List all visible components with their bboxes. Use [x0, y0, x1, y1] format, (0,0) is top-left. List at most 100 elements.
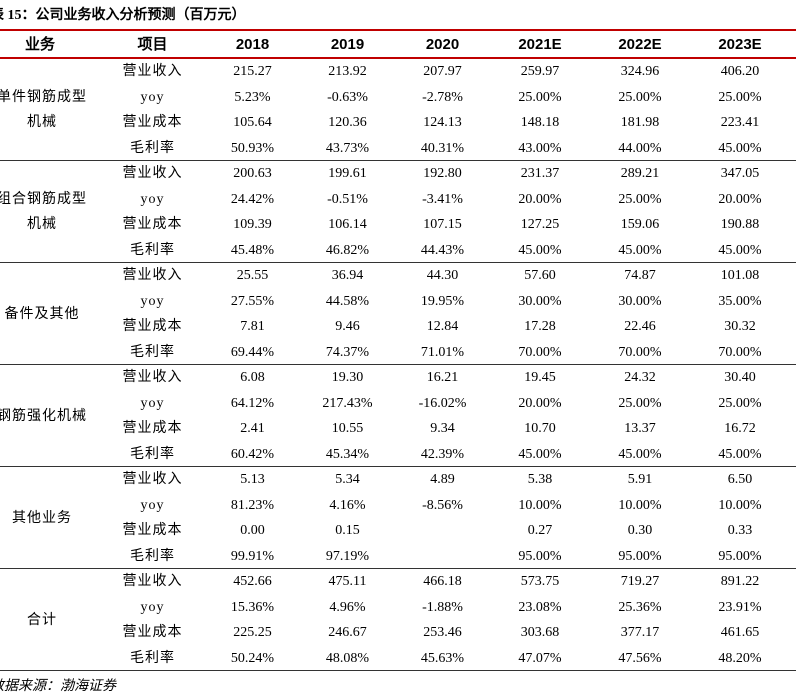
value-cell: 246.67 [328, 625, 367, 640]
value-cell: 74.87 [624, 268, 656, 283]
value-cell: 95.00% [718, 548, 762, 564]
value-cell: 48.20% [718, 650, 762, 666]
value-cell: -0.63% [327, 89, 368, 105]
value-cell: -3.41% [422, 191, 463, 207]
value-cell: 23.91% [718, 599, 762, 615]
row-label: yoy [140, 191, 165, 207]
value-cell: 452.66 [233, 574, 272, 589]
value-cell: 25.00% [718, 89, 762, 105]
value-cell: 99.91% [230, 548, 275, 564]
group-rule [0, 364, 796, 366]
row-label: 毛利率 [130, 650, 175, 666]
value-cell: 44.00% [618, 140, 662, 156]
value-cell: 10.00% [718, 497, 762, 513]
value-cell: 20.00% [718, 191, 762, 207]
group-name: 钢筋强化机械 [0, 408, 87, 424]
value-cell: 47.07% [518, 650, 562, 666]
value-cell: 215.27 [233, 64, 272, 79]
value-cell: -16.02% [418, 395, 467, 411]
value-cell: 95.00% [518, 548, 562, 564]
header-cell: 2018 [235, 36, 270, 53]
value-cell: 7.81 [240, 319, 265, 334]
value-cell: 20.00% [518, 191, 562, 207]
value-cell: 25.36% [618, 599, 662, 615]
value-cell: 6.08 [240, 370, 265, 385]
header-cell: 2023E [718, 36, 762, 53]
value-cell: 159.06 [620, 217, 660, 232]
value-cell: 25.00% [718, 395, 762, 411]
value-cell: 44.30 [426, 268, 459, 283]
value-cell: 42.39% [420, 446, 465, 462]
value-cell: 45.48% [230, 242, 275, 258]
value-cell: 45.34% [325, 446, 370, 462]
value-cell: 70.00% [718, 344, 762, 360]
header-cell: 2019 [330, 36, 365, 53]
value-cell: 5.34 [335, 472, 360, 487]
row-label: yoy [140, 395, 165, 411]
value-cell: 719.27 [620, 574, 660, 589]
value-cell: 10.70 [524, 421, 556, 436]
value-cell: 10.00% [518, 497, 562, 513]
value-cell: 45.00% [718, 242, 762, 258]
value-cell: 45.00% [518, 242, 562, 258]
header-cell: 2020 [425, 36, 460, 53]
value-cell: 35.00% [718, 293, 762, 309]
value-cell: 74.37% [325, 344, 370, 360]
value-cell: 13.37 [624, 421, 656, 436]
value-cell: 120.36 [328, 115, 367, 130]
value-cell: 324.96 [620, 64, 660, 79]
value-cell: 223.41 [720, 115, 760, 130]
group-name: 合计 [27, 612, 57, 628]
value-cell: 30.00% [518, 293, 562, 309]
value-cell: 213.92 [328, 64, 367, 79]
value-cell: 48.08% [325, 650, 370, 666]
group-rule [0, 160, 796, 162]
value-cell: 16.21 [426, 370, 459, 385]
value-cell: 461.65 [720, 625, 760, 640]
row-label: 营业成本 [122, 523, 183, 538]
row-label: 营业收入 [122, 64, 183, 79]
group-name: 单件钢筋成型机械 [0, 90, 87, 130]
value-cell: 5.13 [240, 472, 265, 487]
value-cell: 891.22 [720, 574, 760, 589]
row-label: 毛利率 [130, 242, 175, 258]
value-cell: -0.51% [327, 191, 368, 207]
row-label: 毛利率 [130, 548, 175, 564]
value-cell: 27.55% [230, 293, 275, 309]
value-cell: 16.72 [724, 421, 756, 436]
value-cell: 0.33 [727, 523, 753, 538]
value-cell: 106.14 [328, 217, 367, 232]
header-cell: 2022E [618, 36, 662, 53]
value-cell: 70.00% [618, 344, 662, 360]
value-cell: 0.30 [627, 523, 653, 538]
source: 数据来源：渤海证券 [0, 679, 116, 694]
value-cell: 45.00% [718, 446, 762, 462]
header-cell: 项目 [137, 36, 168, 53]
value-cell: 57.60 [524, 268, 556, 283]
value-cell: 199.61 [328, 166, 367, 181]
value-cell: 20.00% [518, 395, 562, 411]
value-cell: 5.23% [234, 89, 271, 105]
row-label: 营业收入 [122, 574, 183, 589]
value-cell: 10.55 [331, 421, 364, 436]
value-cell: 406.20 [720, 64, 760, 79]
value-cell: 109.39 [233, 217, 272, 232]
value-cell: -2.78% [422, 89, 463, 105]
value-cell: 231.37 [520, 166, 560, 181]
value-cell: 44.43% [420, 242, 465, 258]
value-cell: 95.00% [618, 548, 662, 564]
value-cell: 200.63 [233, 166, 272, 181]
row-label: 毛利率 [130, 140, 175, 156]
value-cell: 47.56% [618, 650, 662, 666]
value-cell: 225.25 [233, 625, 272, 640]
value-cell: 19.95% [420, 293, 465, 309]
row-label: 毛利率 [130, 446, 175, 462]
row-label: yoy [140, 293, 165, 309]
row-label: yoy [140, 89, 165, 105]
value-cell: 22.46 [624, 319, 656, 334]
value-cell: 5.91 [627, 472, 653, 487]
value-cell: 190.88 [720, 217, 760, 232]
value-cell: 12.84 [426, 319, 459, 334]
value-cell: 124.13 [423, 115, 462, 130]
value-cell: 107.15 [423, 217, 462, 232]
